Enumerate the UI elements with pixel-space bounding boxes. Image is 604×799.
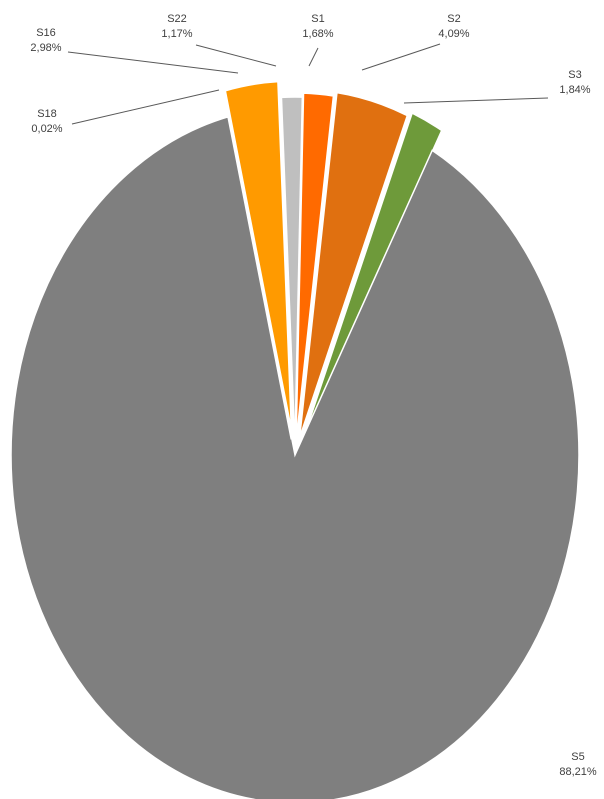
pie-slice-s18 xyxy=(224,100,293,440)
label-name-s18: S18 xyxy=(37,108,57,120)
pie-slice-s16 xyxy=(224,80,293,430)
label-name-s5: S5 xyxy=(571,751,584,763)
leader-lines xyxy=(67,43,549,125)
pie-slice-s3 xyxy=(303,112,443,436)
pie-slice-s22 xyxy=(280,96,304,446)
label-value-s18: 0,02% xyxy=(31,123,62,135)
label-value-s5: 88,21% xyxy=(559,766,597,778)
label-name-s16: S16 xyxy=(36,27,56,39)
pie-slices xyxy=(10,80,580,799)
label-name-s3: S3 xyxy=(568,69,581,81)
label-value-s3: 1,84% xyxy=(559,84,590,96)
label-name-s2: S2 xyxy=(447,13,460,25)
leader-line-s1 xyxy=(308,47,319,67)
leader-line-s16 xyxy=(67,51,239,74)
label-value-s16: 2,98% xyxy=(30,42,61,54)
leader-line-s2 xyxy=(361,43,441,71)
label-value-s22: 1,17% xyxy=(161,28,192,40)
label-value-s2: 4,09% xyxy=(438,28,469,40)
label-name-s22: S22 xyxy=(167,13,187,25)
pie-slice-s1 xyxy=(295,92,335,442)
label-name-s1: S1 xyxy=(311,13,324,25)
leader-line-s3 xyxy=(403,97,549,104)
leader-line-s22 xyxy=(195,44,277,67)
label-value-s1: 1,68% xyxy=(302,28,333,40)
pie-slice-s5 xyxy=(10,115,580,799)
data-labels: S1 1,68% S2 4,09% S3 1,84% S5 88,21% S18 0,02% S16… xyxy=(30,13,596,778)
leader-line-s18 xyxy=(71,89,220,125)
pie-slice-s2 xyxy=(298,91,409,438)
